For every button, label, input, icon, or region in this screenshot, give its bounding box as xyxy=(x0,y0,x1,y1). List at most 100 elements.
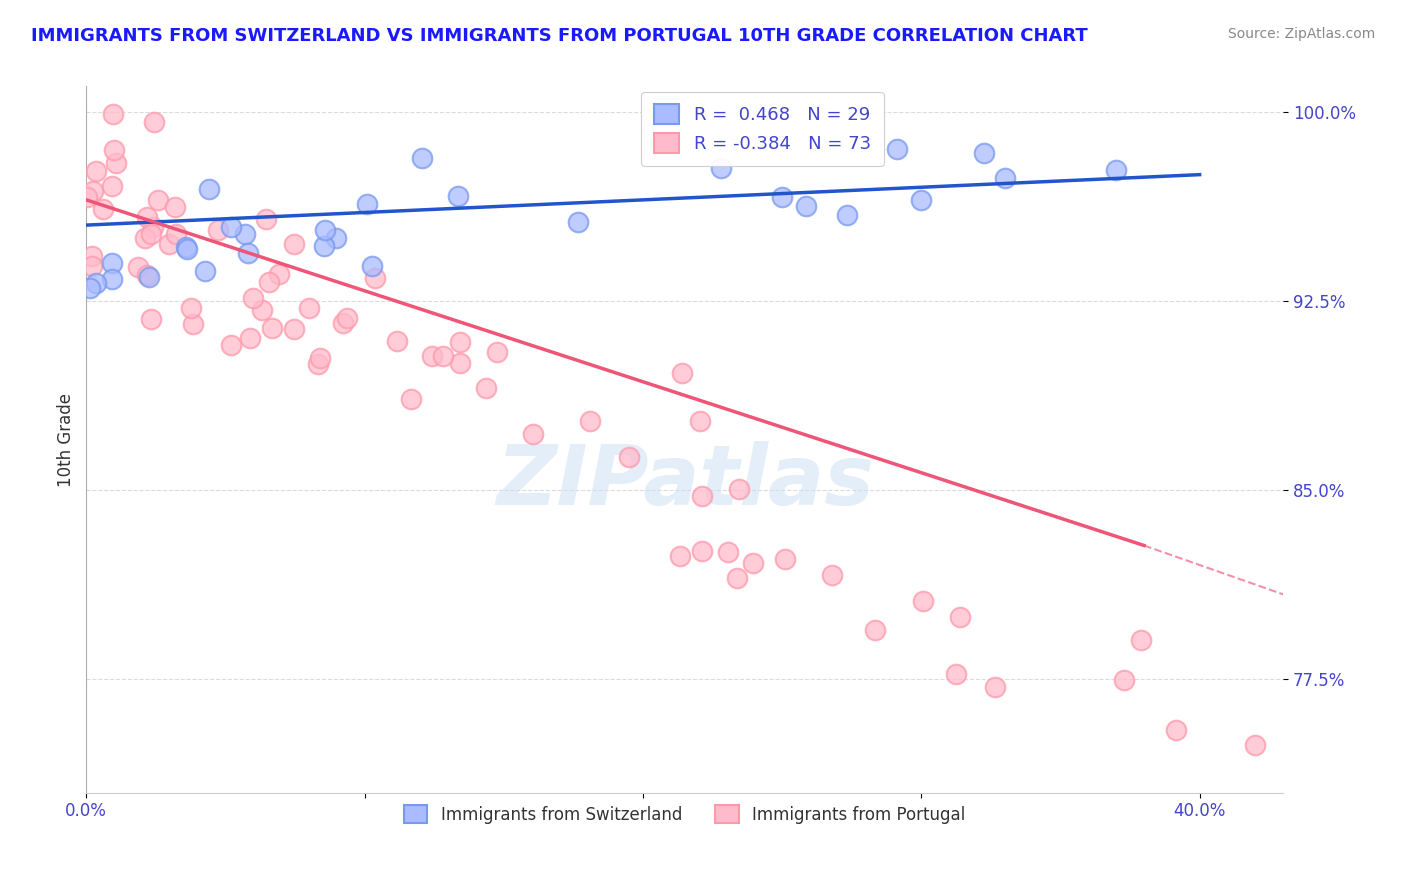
Point xyxy=(486,345,509,359)
Point xyxy=(336,310,359,325)
Point xyxy=(385,334,408,348)
Point xyxy=(710,161,733,176)
Point xyxy=(432,349,454,363)
Point xyxy=(84,163,107,178)
Point xyxy=(142,220,165,235)
Point xyxy=(101,272,124,286)
Point xyxy=(984,680,1007,694)
Point xyxy=(82,184,104,198)
Point xyxy=(79,281,101,295)
Point xyxy=(239,330,262,344)
Point xyxy=(863,623,886,637)
Point xyxy=(283,236,305,251)
Legend: Immigrants from Switzerland, Immigrants from Portugal: Immigrants from Switzerland, Immigrants … xyxy=(394,795,976,834)
Point xyxy=(197,182,219,196)
Text: ZIPatlas: ZIPatlas xyxy=(496,442,873,523)
Point xyxy=(269,268,291,282)
Point xyxy=(136,210,159,224)
Point xyxy=(298,301,321,315)
Point xyxy=(181,317,204,331)
Point xyxy=(139,312,162,326)
Point xyxy=(254,212,277,227)
Point xyxy=(257,276,280,290)
Point xyxy=(260,321,283,335)
Point xyxy=(127,260,149,274)
Point xyxy=(794,199,817,213)
Point xyxy=(76,190,98,204)
Point xyxy=(136,268,159,283)
Point xyxy=(717,545,740,559)
Point xyxy=(103,143,125,157)
Point xyxy=(84,276,107,290)
Point xyxy=(250,303,273,318)
Point xyxy=(886,142,908,156)
Point xyxy=(207,223,229,237)
Point xyxy=(671,366,693,380)
Point xyxy=(314,238,336,252)
Point xyxy=(1105,163,1128,178)
Point xyxy=(449,335,471,350)
Point xyxy=(143,115,166,129)
Point xyxy=(725,571,748,585)
Point xyxy=(949,610,972,624)
Point xyxy=(773,552,796,566)
Point xyxy=(157,237,180,252)
Point xyxy=(1112,673,1135,687)
Text: Source: ZipAtlas.com: Source: ZipAtlas.com xyxy=(1227,27,1375,41)
Point xyxy=(283,322,305,336)
Point xyxy=(314,223,336,237)
Point xyxy=(447,188,470,202)
Point xyxy=(945,667,967,681)
Point xyxy=(163,200,186,214)
Point xyxy=(411,151,433,165)
Point xyxy=(176,243,198,257)
Point xyxy=(165,227,187,242)
Point xyxy=(219,220,242,235)
Point xyxy=(180,301,202,315)
Point xyxy=(193,263,215,277)
Text: IMMIGRANTS FROM SWITZERLAND VS IMMIGRANTS FROM PORTUGAL 10TH GRADE CORRELATION C: IMMIGRANTS FROM SWITZERLAND VS IMMIGRANT… xyxy=(31,27,1088,45)
Point xyxy=(80,259,103,273)
Point xyxy=(727,483,749,497)
Point xyxy=(139,227,162,241)
Point xyxy=(522,427,544,442)
Point xyxy=(1244,738,1267,752)
Point xyxy=(103,107,125,121)
Point xyxy=(174,240,197,254)
Point xyxy=(689,414,711,428)
Point xyxy=(332,316,354,330)
Point xyxy=(325,231,347,245)
Point xyxy=(821,568,844,582)
Point xyxy=(617,450,640,464)
Point xyxy=(134,231,156,245)
Point xyxy=(690,544,713,558)
Point xyxy=(219,338,242,352)
Point xyxy=(690,489,713,503)
Point xyxy=(101,179,124,194)
Point xyxy=(105,156,128,170)
Point xyxy=(233,227,256,242)
Point xyxy=(669,549,692,563)
Point xyxy=(1130,632,1153,647)
Point xyxy=(307,357,329,371)
Point xyxy=(101,256,124,270)
Point xyxy=(1164,723,1187,738)
Point xyxy=(360,259,382,273)
Point xyxy=(309,351,332,365)
Point xyxy=(910,193,932,207)
Point xyxy=(567,215,589,229)
Point xyxy=(242,291,264,305)
Point xyxy=(399,392,422,406)
Point xyxy=(449,355,471,369)
Point xyxy=(91,202,114,217)
Point xyxy=(835,208,858,222)
Point xyxy=(356,197,378,211)
Point xyxy=(420,350,443,364)
Point xyxy=(148,193,170,207)
Point xyxy=(138,270,160,285)
Y-axis label: 10th Grade: 10th Grade xyxy=(58,392,75,486)
Point xyxy=(912,594,935,608)
Point xyxy=(238,246,260,260)
Point xyxy=(770,189,793,203)
Point xyxy=(82,249,104,263)
